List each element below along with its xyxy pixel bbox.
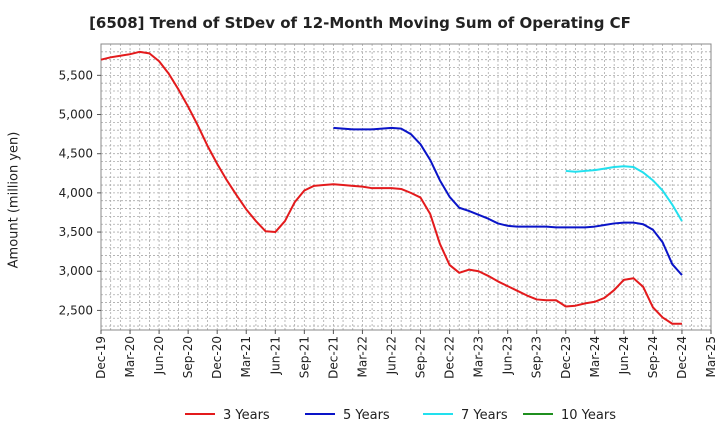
x-tick-label: Dec-22 <box>443 336 457 379</box>
x-tick-label: Sep-21 <box>297 336 311 378</box>
y-tick-label: 5,500 <box>59 68 93 82</box>
y-tick-label: 4,500 <box>59 147 93 161</box>
y-tick-label: 3,000 <box>59 264 93 278</box>
x-tick-label: Dec-21 <box>326 336 340 379</box>
y-tick-label: 4,000 <box>59 186 93 200</box>
x-tick-label: Mar-22 <box>355 336 369 377</box>
series-line-7-years <box>565 165 683 222</box>
legend-label: 3 Years <box>223 408 270 423</box>
legend-label: 7 Years <box>461 408 508 423</box>
x-tick-label: Dec-19 <box>94 336 108 379</box>
x-axis: Dec-19 Mar-20 Jun-20 Sep-20 Dec-20 Mar-21 Jun-… <box>94 330 718 379</box>
x-tick-label: Sep-20 <box>181 336 195 378</box>
y-axis: 2,500 3,000 3,500 4,000 4,500 5,000 5,500 <box>59 68 101 317</box>
x-tick-label: Mar-20 <box>123 336 137 377</box>
x-tick-label: Jun-23 <box>501 336 515 375</box>
series-line-5-years <box>333 126 683 276</box>
legend-label: 10 Years <box>561 408 616 423</box>
plot-frame <box>100 43 712 331</box>
x-tick-label: Dec-24 <box>675 336 689 379</box>
x-tick-label: Jun-21 <box>268 336 282 375</box>
y-tick-label: 2,500 <box>59 303 93 317</box>
x-tick-label: Dec-20 <box>210 336 224 379</box>
x-tick-label: Mar-25 <box>704 336 718 377</box>
x-tick-label: Sep-24 <box>646 336 660 378</box>
y-tick-label: 5,000 <box>59 108 93 122</box>
legend: 3 Years 5 Years 7 Years 10 Years <box>185 408 616 423</box>
x-tick-label: Sep-23 <box>530 336 544 378</box>
x-tick-label: Sep-22 <box>414 336 428 378</box>
horizontal-gridlines <box>101 43 711 327</box>
x-tick-label: Mar-21 <box>239 336 253 377</box>
plot-area <box>101 44 711 330</box>
legend-label: 5 Years <box>343 408 390 423</box>
x-tick-label: Mar-23 <box>472 336 486 377</box>
x-tick-label: Dec-23 <box>559 336 573 379</box>
x-tick-label: Jun-20 <box>152 336 166 375</box>
series-line-3-years <box>100 50 682 325</box>
x-tick-label: Jun-24 <box>617 336 631 375</box>
chart-title: [6508] Trend of StDev of 12-Month Moving… <box>89 14 631 32</box>
x-tick-label: Jun-22 <box>384 336 398 375</box>
series-layer <box>100 50 683 325</box>
y-tick-label: 3,500 <box>59 225 93 239</box>
x-tick-label: Mar-24 <box>588 336 602 377</box>
